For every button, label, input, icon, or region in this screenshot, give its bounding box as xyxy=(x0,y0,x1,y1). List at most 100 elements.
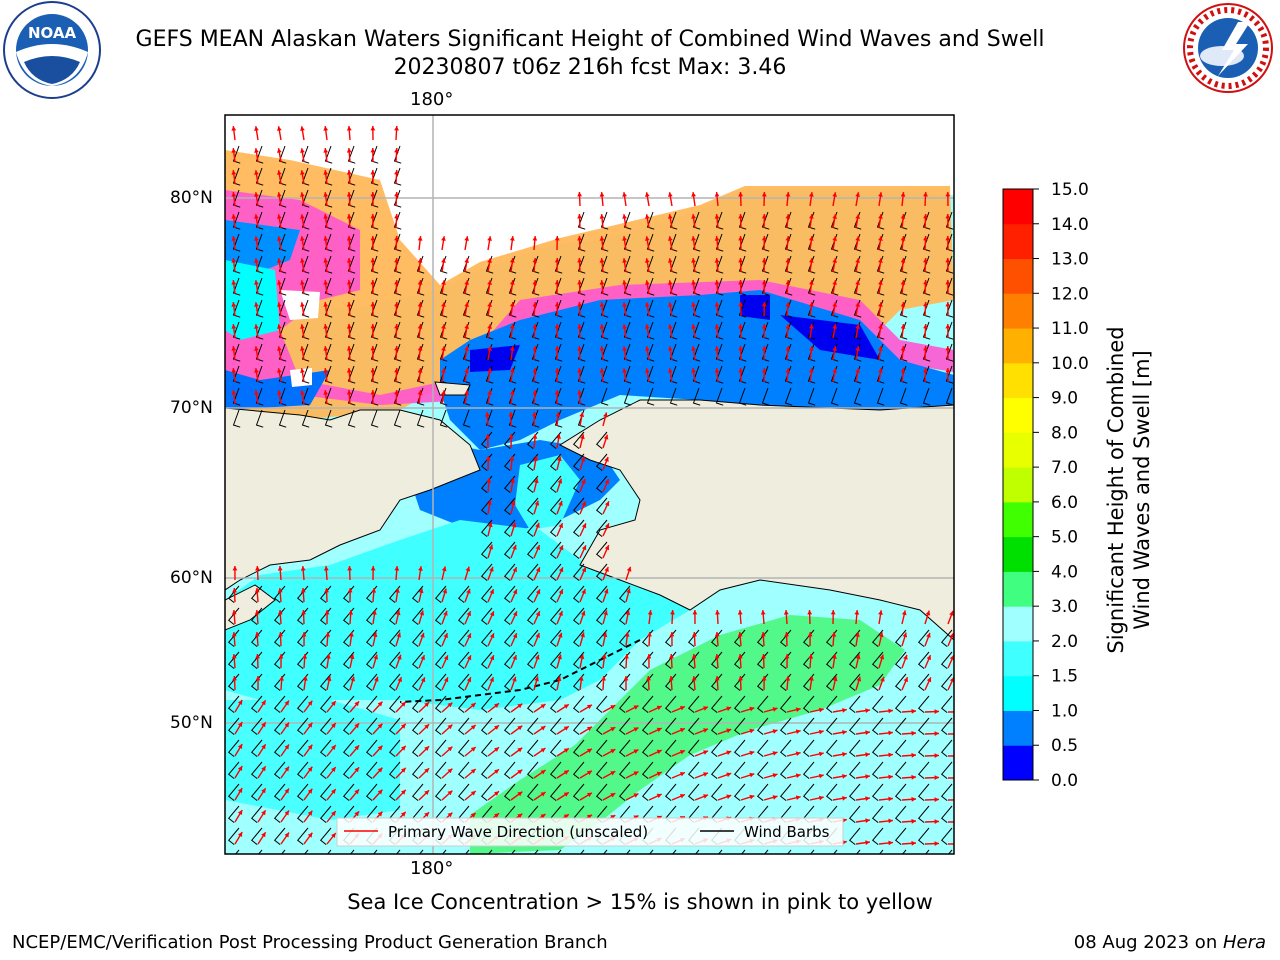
wave-direction-arrowhead xyxy=(395,588,400,593)
wave-direction-arrowhead xyxy=(911,774,916,780)
wind-barb xyxy=(342,761,355,779)
wave-direction-arrowhead xyxy=(401,723,406,729)
wave-direction-arrowhead xyxy=(370,148,376,153)
wave-direction-arrowhead xyxy=(714,654,720,659)
wind-barb xyxy=(485,409,494,428)
wind-barb xyxy=(526,739,539,757)
wave-direction-arrowhead xyxy=(577,236,582,241)
wind-barb xyxy=(664,695,677,713)
wave-direction-arrowhead xyxy=(254,280,259,285)
wind-barb xyxy=(733,717,746,735)
wave-direction-arrowhead xyxy=(394,302,399,307)
wind-barb xyxy=(692,299,701,318)
wind-barb xyxy=(669,387,678,406)
wind-barb xyxy=(738,299,747,318)
wave-direction-arrowhead xyxy=(692,632,697,637)
wind-barb xyxy=(480,563,493,581)
wave-direction-arrowhead xyxy=(622,324,627,329)
wind-barb xyxy=(278,233,287,252)
wind-barb xyxy=(618,783,631,801)
sea-ice-pink xyxy=(225,190,954,405)
wind-barb xyxy=(715,255,724,274)
wave-direction-arrowhead xyxy=(370,324,376,329)
wave-direction-arrowhead xyxy=(926,677,932,683)
wind-barb xyxy=(301,299,310,318)
wave-direction-arrowhead xyxy=(554,258,560,263)
wind-barb xyxy=(618,695,631,713)
wave-direction-arrowhead xyxy=(703,706,708,711)
colorbar-frame xyxy=(1002,188,1034,781)
wind-barb xyxy=(301,255,310,274)
wind-barb xyxy=(894,651,907,669)
wind-barb xyxy=(273,761,286,779)
wave-direction-arrowhead xyxy=(818,707,824,713)
wind-barb xyxy=(370,387,379,406)
wind-barb xyxy=(370,211,379,230)
wave-direction-arrowhead xyxy=(532,324,538,329)
wind-barb xyxy=(526,497,539,515)
wind-barb xyxy=(411,739,424,757)
wind-barb xyxy=(802,673,815,691)
wind-barb xyxy=(595,497,608,515)
wind-barb xyxy=(669,277,678,296)
north-pacific-cyan xyxy=(225,700,400,820)
wind-barb xyxy=(876,387,885,406)
wind-barb xyxy=(370,233,379,252)
wind-barb xyxy=(232,321,241,340)
wind-barb xyxy=(503,673,516,691)
wind-barb xyxy=(393,409,402,428)
wind-barb xyxy=(301,211,310,230)
wave-direction-arrowhead xyxy=(603,412,608,418)
wave-direction-arrowhead xyxy=(610,793,616,798)
wave-direction-arrowhead xyxy=(557,478,563,484)
wave-direction-arrowhead xyxy=(923,258,928,263)
wave-direction-arrowhead xyxy=(331,811,336,816)
wind-barb xyxy=(434,717,447,735)
wave-direction-arrowhead xyxy=(958,732,962,737)
wave-direction-arrowhead xyxy=(277,192,282,197)
wave-direction-arrowhead xyxy=(645,324,650,329)
wave-direction-arrowhead xyxy=(557,654,562,660)
wind-barb xyxy=(825,717,838,735)
wind-barb xyxy=(324,145,333,164)
wave-direction-arrowhead xyxy=(795,707,801,712)
wave-direction-arrowhead xyxy=(517,769,523,775)
wind-barb xyxy=(370,409,379,428)
wind-barb xyxy=(347,387,356,406)
wind-barb xyxy=(250,805,263,823)
wave-direction-arrowhead xyxy=(557,456,562,462)
wind-barb xyxy=(347,299,356,318)
wave-direction-arrowhead xyxy=(279,676,284,681)
wave-direction-arrowhead xyxy=(761,192,767,197)
wave-direction-arrowhead xyxy=(494,747,499,752)
wave-direction-arrowhead xyxy=(604,567,609,572)
colorbar-segment xyxy=(1003,640,1033,677)
wind-barb xyxy=(595,783,608,801)
wave-direction-arrowhead xyxy=(784,632,789,637)
wave-direction-arrowhead xyxy=(346,346,352,351)
wave-direction-arrowhead xyxy=(331,745,336,750)
wind-barb xyxy=(945,299,954,318)
wave-direction-arrowhead xyxy=(401,789,406,795)
wind-barb xyxy=(342,717,355,735)
wave-direction-arrowhead xyxy=(465,566,471,572)
wave-direction-arrowhead xyxy=(934,731,939,736)
wind-barb xyxy=(457,629,470,647)
wave-direction-arrowhead xyxy=(604,479,609,485)
wave-direction-arrowhead xyxy=(512,544,517,550)
wave-direction-arrowhead xyxy=(254,236,259,241)
wave-direction-arrowhead xyxy=(231,258,237,263)
wind-barb xyxy=(554,277,563,296)
wave-direction-arrowhead xyxy=(277,390,282,395)
wave-direction-arrowhead xyxy=(509,302,515,307)
wave-direction-arrowhead xyxy=(301,610,306,615)
wind-barb xyxy=(572,519,585,537)
wave-direction-arrowhead xyxy=(749,728,755,734)
wind-barb xyxy=(324,321,333,340)
wave-direction-arrowhead xyxy=(626,588,631,594)
wave-direction-arrowhead xyxy=(323,214,329,219)
wind-barb xyxy=(388,651,401,669)
wind-barb xyxy=(848,629,861,647)
wave-direction-arrowhead xyxy=(900,214,906,219)
wind-barb xyxy=(296,761,309,779)
